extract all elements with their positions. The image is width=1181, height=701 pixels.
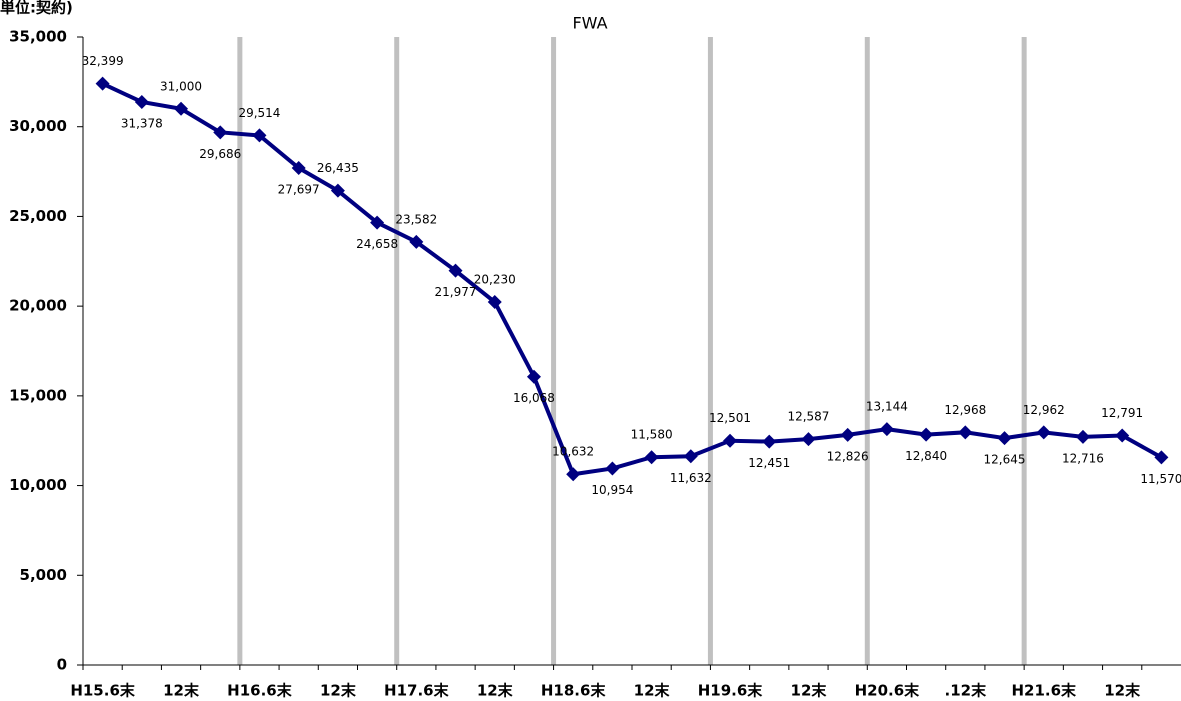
value-label: 32,399 (82, 54, 124, 68)
marker (997, 431, 1012, 446)
value-label: 12,501 (709, 411, 751, 425)
marker (605, 461, 620, 476)
marker (448, 263, 463, 278)
y-tick-label: 25,000 (9, 207, 67, 225)
marker (252, 128, 267, 143)
value-label: 10,632 (552, 445, 594, 459)
value-label: 26,435 (317, 161, 359, 175)
marker (723, 433, 738, 448)
value-label: 11,632 (670, 471, 712, 485)
marker (174, 101, 189, 116)
y-tick-label: 0 (57, 656, 67, 674)
marker (95, 76, 110, 91)
y-tick-label: 15,000 (9, 386, 67, 404)
value-label: 12,840 (905, 449, 947, 463)
value-label: 27,697 (278, 183, 320, 197)
value-label: 11,580 (631, 428, 673, 442)
x-tick-label: H18.6末 (541, 682, 607, 700)
marker (919, 427, 934, 442)
y-tick-label: 35,000 (9, 28, 67, 46)
marker (1115, 428, 1130, 443)
value-label: 31,000 (160, 79, 202, 93)
marker (213, 125, 228, 140)
chart-title: FWA (572, 14, 607, 33)
value-label: 21,977 (435, 285, 477, 299)
marker (683, 449, 698, 464)
y-tick-label: 20,000 (9, 297, 67, 315)
marker (330, 183, 345, 198)
value-label: 12,826 (827, 449, 869, 463)
x-tick-label: 12末 (320, 682, 357, 700)
marker (134, 94, 149, 109)
value-label: 12,645 (984, 453, 1026, 467)
y-tick-label: 10,000 (9, 476, 67, 494)
marker (879, 422, 894, 437)
marker (566, 467, 581, 482)
x-tick-label: 12末 (1104, 682, 1141, 700)
value-label: 12,791 (1101, 406, 1143, 420)
value-label: 29,514 (238, 106, 280, 120)
marker (801, 432, 816, 447)
x-tick-label: H20.6末 (855, 682, 921, 700)
x-tick-label: .12末 (945, 682, 988, 700)
marker (840, 427, 855, 442)
value-label: 16,068 (513, 391, 555, 405)
value-label: 31,378 (121, 116, 163, 130)
value-label: 12,587 (787, 410, 829, 424)
value-label: 29,686 (199, 147, 241, 161)
marker (1154, 450, 1169, 465)
value-label: 24,658 (356, 237, 398, 251)
y-tick-label: 5,000 (20, 566, 67, 584)
value-label: 12,716 (1062, 451, 1104, 465)
y-tick-label: 30,000 (9, 117, 67, 135)
x-tick-label: 12末 (477, 682, 514, 700)
value-label: 12,968 (944, 403, 986, 417)
value-label: 12,451 (748, 456, 790, 470)
y-axis-label: 単位:契約) (0, 0, 73, 17)
value-label: 20,230 (474, 273, 516, 287)
line (101, 81, 1163, 477)
marker (762, 434, 777, 449)
value-label: 11,570 (1140, 472, 1181, 486)
x-tick-label: H17.6末 (384, 682, 450, 700)
x-tick-label: H15.6末 (70, 682, 136, 700)
marker (409, 234, 424, 249)
x-tick-label: 12末 (163, 682, 200, 700)
value-label: 23,582 (395, 212, 437, 226)
marker (644, 450, 659, 465)
marker (526, 369, 541, 384)
marker (370, 215, 385, 230)
marker (1075, 429, 1090, 444)
x-tick-label: H16.6末 (227, 682, 293, 700)
value-label: 10,954 (591, 483, 633, 497)
x-tick-label: 12末 (634, 682, 671, 700)
marker (958, 425, 973, 440)
value-label: 13,144 (866, 400, 908, 414)
value-label: 12,962 (1023, 403, 1065, 417)
marker (487, 295, 502, 310)
x-tick-label: H21.6末 (1011, 682, 1077, 700)
marker (291, 161, 306, 176)
marker (1036, 425, 1051, 440)
x-tick-label: H19.6末 (698, 682, 764, 700)
x-tick-label: 12末 (791, 682, 828, 700)
